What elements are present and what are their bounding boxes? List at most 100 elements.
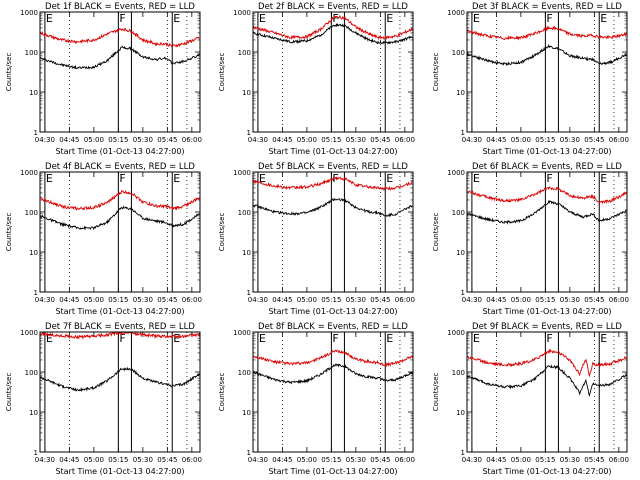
x-tick-label: 04:30 xyxy=(35,296,55,304)
y-tick-label: 100 xyxy=(452,49,465,57)
x-tick-label: 06:00 xyxy=(609,136,629,144)
y-axis-label: Counts/sec xyxy=(5,53,13,92)
event-marker-label: E xyxy=(600,172,607,185)
y-tick-label: 100 xyxy=(238,49,251,57)
plot-frame xyxy=(466,171,628,293)
x-tick-label: 05:45 xyxy=(370,456,390,464)
y-tick-label: 1000 xyxy=(233,9,251,17)
x-axis-label: Start Time (01-Oct-13 04:27:00) xyxy=(482,147,611,156)
x-tick-label: 05:15 xyxy=(321,296,341,304)
y-tick-label: 1 xyxy=(34,289,38,297)
x-tick-label: 05:00 xyxy=(297,136,317,144)
x-tick-label: 06:00 xyxy=(182,456,202,464)
x-tick-label: 05:45 xyxy=(584,136,604,144)
x-tick-label: 06:00 xyxy=(395,296,415,304)
events-series-line xyxy=(40,45,200,70)
x-tick-label: 05:30 xyxy=(133,296,153,304)
plot-frame xyxy=(39,11,201,133)
y-tick-label: 10 xyxy=(242,409,251,417)
x-tick-label: 04:30 xyxy=(35,456,55,464)
detector-panel: Det 5f BLACK = Events, RED = LLD Counts/s… xyxy=(218,162,415,316)
x-axis-label: Start Time (01-Oct-13 04:27:00) xyxy=(268,307,397,316)
y-tick-label: 100 xyxy=(25,369,38,377)
x-tick-label: 05:00 xyxy=(84,296,104,304)
x-tick-label: 04:30 xyxy=(35,136,55,144)
event-marker-label: E xyxy=(173,12,180,25)
y-tick-label: 1000 xyxy=(233,329,251,337)
y-tick-label: 10 xyxy=(29,249,38,257)
y-tick-label: 100 xyxy=(238,369,251,377)
event-marker-label: E xyxy=(600,12,607,25)
detector-panel: Det 7f BLACK = Events, RED = LLD Counts/s… xyxy=(5,322,202,476)
y-axis-label: Counts/sec xyxy=(218,373,226,412)
x-tick-label: 05:45 xyxy=(157,456,177,464)
lld-series-line xyxy=(253,175,413,192)
plot-frame xyxy=(252,11,414,133)
y-tick-label: 1000 xyxy=(447,329,465,337)
plot-frame xyxy=(39,331,201,453)
x-axis-label: Start Time (01-Oct-13 04:27:00) xyxy=(268,147,397,156)
y-tick-label: 1000 xyxy=(20,329,38,337)
x-axis-label: Start Time (01-Oct-13 04:27:00) xyxy=(482,467,611,476)
plot-frame xyxy=(252,331,414,453)
y-tick-label: 1000 xyxy=(20,9,38,17)
panel-title: Det 7f BLACK = Events, RED = LLD xyxy=(45,322,195,332)
x-tick-label: 05:45 xyxy=(157,296,177,304)
y-axis-label: Counts/sec xyxy=(5,373,13,412)
event-marker-label: E xyxy=(473,332,480,345)
x-tick-label: 05:45 xyxy=(157,136,177,144)
x-tick-label: 05:15 xyxy=(535,456,555,464)
y-tick-label: 1000 xyxy=(233,169,251,177)
y-tick-label: 1 xyxy=(34,129,38,137)
event-marker-label: E xyxy=(473,12,480,25)
x-tick-label: 05:15 xyxy=(108,456,128,464)
x-tick-label: 04:45 xyxy=(59,456,79,464)
x-tick-label: 05:00 xyxy=(84,136,104,144)
event-marker-label: E xyxy=(259,172,266,185)
event-marker-label: E xyxy=(259,332,266,345)
x-tick-label: 06:00 xyxy=(395,136,415,144)
events-series-line xyxy=(467,199,627,225)
y-axis-label: Counts/sec xyxy=(218,53,226,92)
x-tick-label: 06:00 xyxy=(395,456,415,464)
x-tick-label: 06:00 xyxy=(609,296,629,304)
events-series-line xyxy=(253,363,413,385)
x-tick-label: 05:45 xyxy=(584,296,604,304)
event-marker-label: E xyxy=(46,12,53,25)
y-tick-label: 10 xyxy=(29,409,38,417)
x-tick-label: 04:30 xyxy=(462,136,482,144)
event-marker-label: F xyxy=(332,12,338,25)
x-axis-label: Start Time (01-Oct-13 04:27:00) xyxy=(55,467,184,476)
x-tick-label: 05:15 xyxy=(321,456,341,464)
x-tick-label: 04:30 xyxy=(462,296,482,304)
x-tick-label: 05:15 xyxy=(535,136,555,144)
lld-series-line xyxy=(253,349,413,368)
x-tick-label: 04:30 xyxy=(248,456,268,464)
y-tick-label: 100 xyxy=(452,369,465,377)
x-tick-label: 06:00 xyxy=(182,136,202,144)
x-tick-label: 05:30 xyxy=(346,136,366,144)
event-marker-label: F xyxy=(119,172,125,185)
x-tick-label: 04:45 xyxy=(486,136,506,144)
x-tick-label: 05:00 xyxy=(297,296,317,304)
x-tick-label: 04:30 xyxy=(248,136,268,144)
event-marker-label: E xyxy=(173,172,180,185)
x-tick-label: 05:30 xyxy=(560,296,580,304)
x-tick-label: 05:15 xyxy=(321,136,341,144)
event-marker-label: E xyxy=(386,12,393,25)
detector-panel: Det 2f BLACK = Events, RED = LLD Counts/s… xyxy=(218,2,415,156)
x-tick-label: 04:45 xyxy=(59,136,79,144)
lld-series-line xyxy=(40,189,200,211)
event-marker-label: E xyxy=(473,172,480,185)
event-marker-label: F xyxy=(546,172,552,185)
event-marker-label: E xyxy=(46,172,53,185)
y-tick-label: 10 xyxy=(456,89,465,97)
y-axis-label: Counts/sec xyxy=(5,213,13,252)
x-tick-label: 05:00 xyxy=(511,296,531,304)
events-series-line xyxy=(40,205,200,231)
events-series-line xyxy=(467,43,627,67)
y-tick-label: 1 xyxy=(461,449,465,457)
y-tick-label: 100 xyxy=(25,49,38,57)
lld-series-line xyxy=(467,186,627,205)
